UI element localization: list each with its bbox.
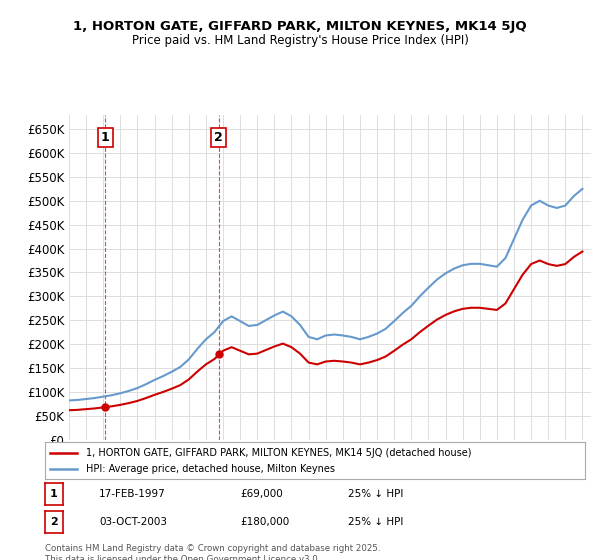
Text: 2: 2: [214, 131, 223, 144]
Text: £69,000: £69,000: [240, 489, 283, 499]
Text: 1: 1: [50, 489, 58, 499]
Text: 1, HORTON GATE, GIFFARD PARK, MILTON KEYNES, MK14 5JQ (detached house): 1, HORTON GATE, GIFFARD PARK, MILTON KEY…: [86, 447, 471, 458]
Text: £180,000: £180,000: [240, 517, 289, 527]
Text: 1: 1: [101, 131, 110, 144]
Text: 2: 2: [50, 517, 58, 527]
Text: Contains HM Land Registry data © Crown copyright and database right 2025.
This d: Contains HM Land Registry data © Crown c…: [45, 544, 380, 560]
Text: 25% ↓ HPI: 25% ↓ HPI: [348, 517, 403, 527]
Text: Price paid vs. HM Land Registry's House Price Index (HPI): Price paid vs. HM Land Registry's House …: [131, 34, 469, 46]
Text: HPI: Average price, detached house, Milton Keynes: HPI: Average price, detached house, Milt…: [86, 464, 335, 474]
Text: 25% ↓ HPI: 25% ↓ HPI: [348, 489, 403, 499]
Text: 1, HORTON GATE, GIFFARD PARK, MILTON KEYNES, MK14 5JQ: 1, HORTON GATE, GIFFARD PARK, MILTON KEY…: [73, 20, 527, 32]
Text: 17-FEB-1997: 17-FEB-1997: [99, 489, 166, 499]
Text: 03-OCT-2003: 03-OCT-2003: [99, 517, 167, 527]
